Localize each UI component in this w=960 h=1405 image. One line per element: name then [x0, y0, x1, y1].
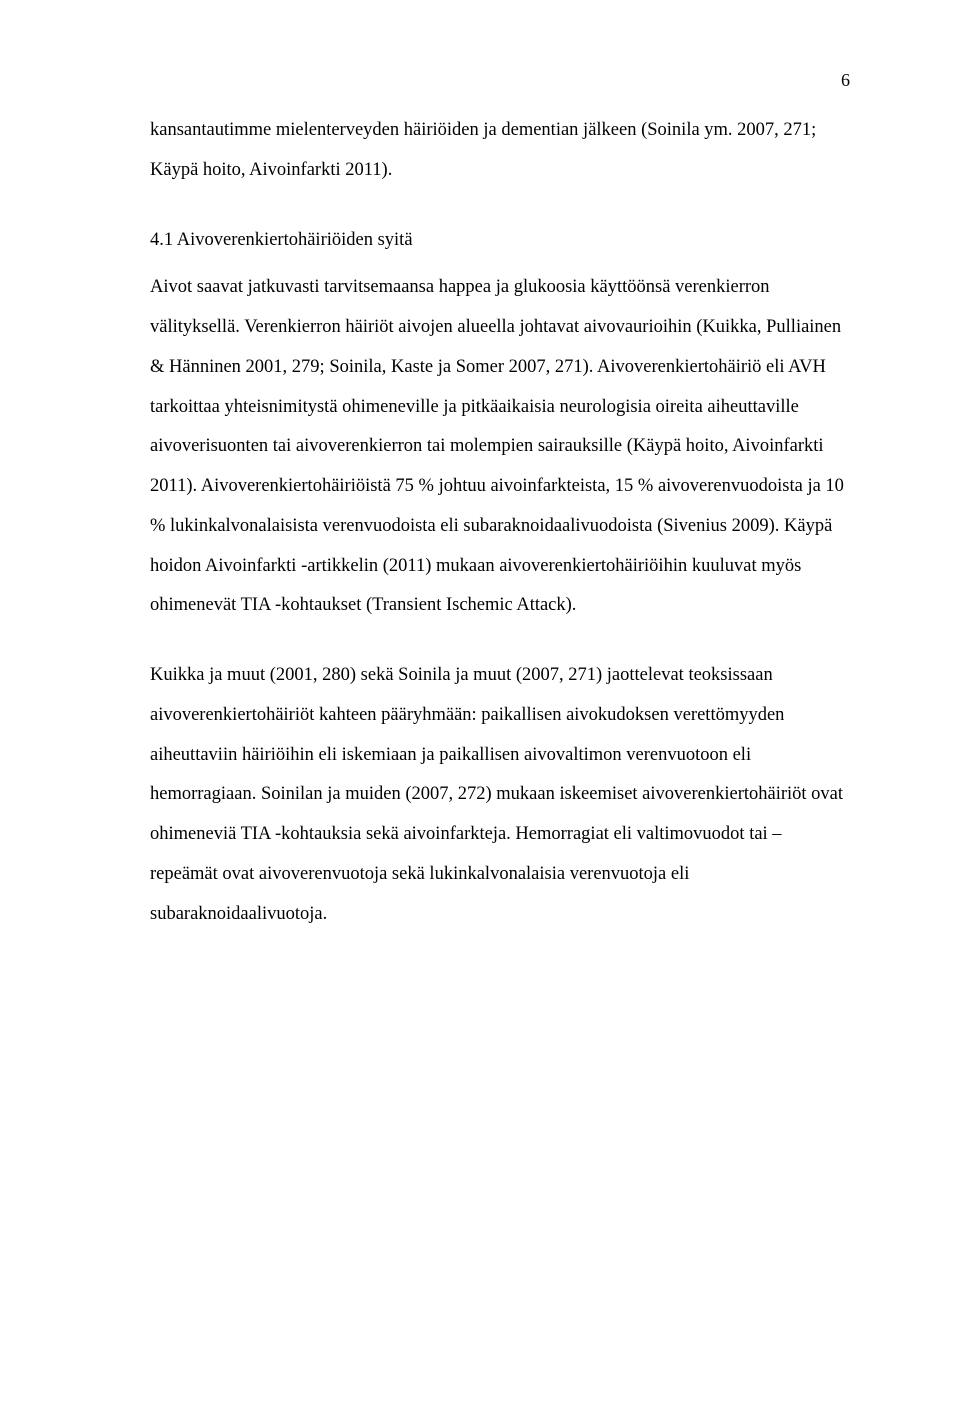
page-number: 6: [150, 70, 850, 91]
section-heading: 4.1 Aivoverenkiertohäiriöiden syitä: [150, 221, 850, 261]
body-paragraph-1: Aivot saavat jatkuvasti tarvitsemaansa h…: [150, 268, 850, 626]
intro-paragraph: kansantautimme mielenterveyden häiriöide…: [150, 111, 850, 191]
body-paragraph-2: Kuikka ja muut (2001, 280) sekä Soinila …: [150, 656, 850, 934]
